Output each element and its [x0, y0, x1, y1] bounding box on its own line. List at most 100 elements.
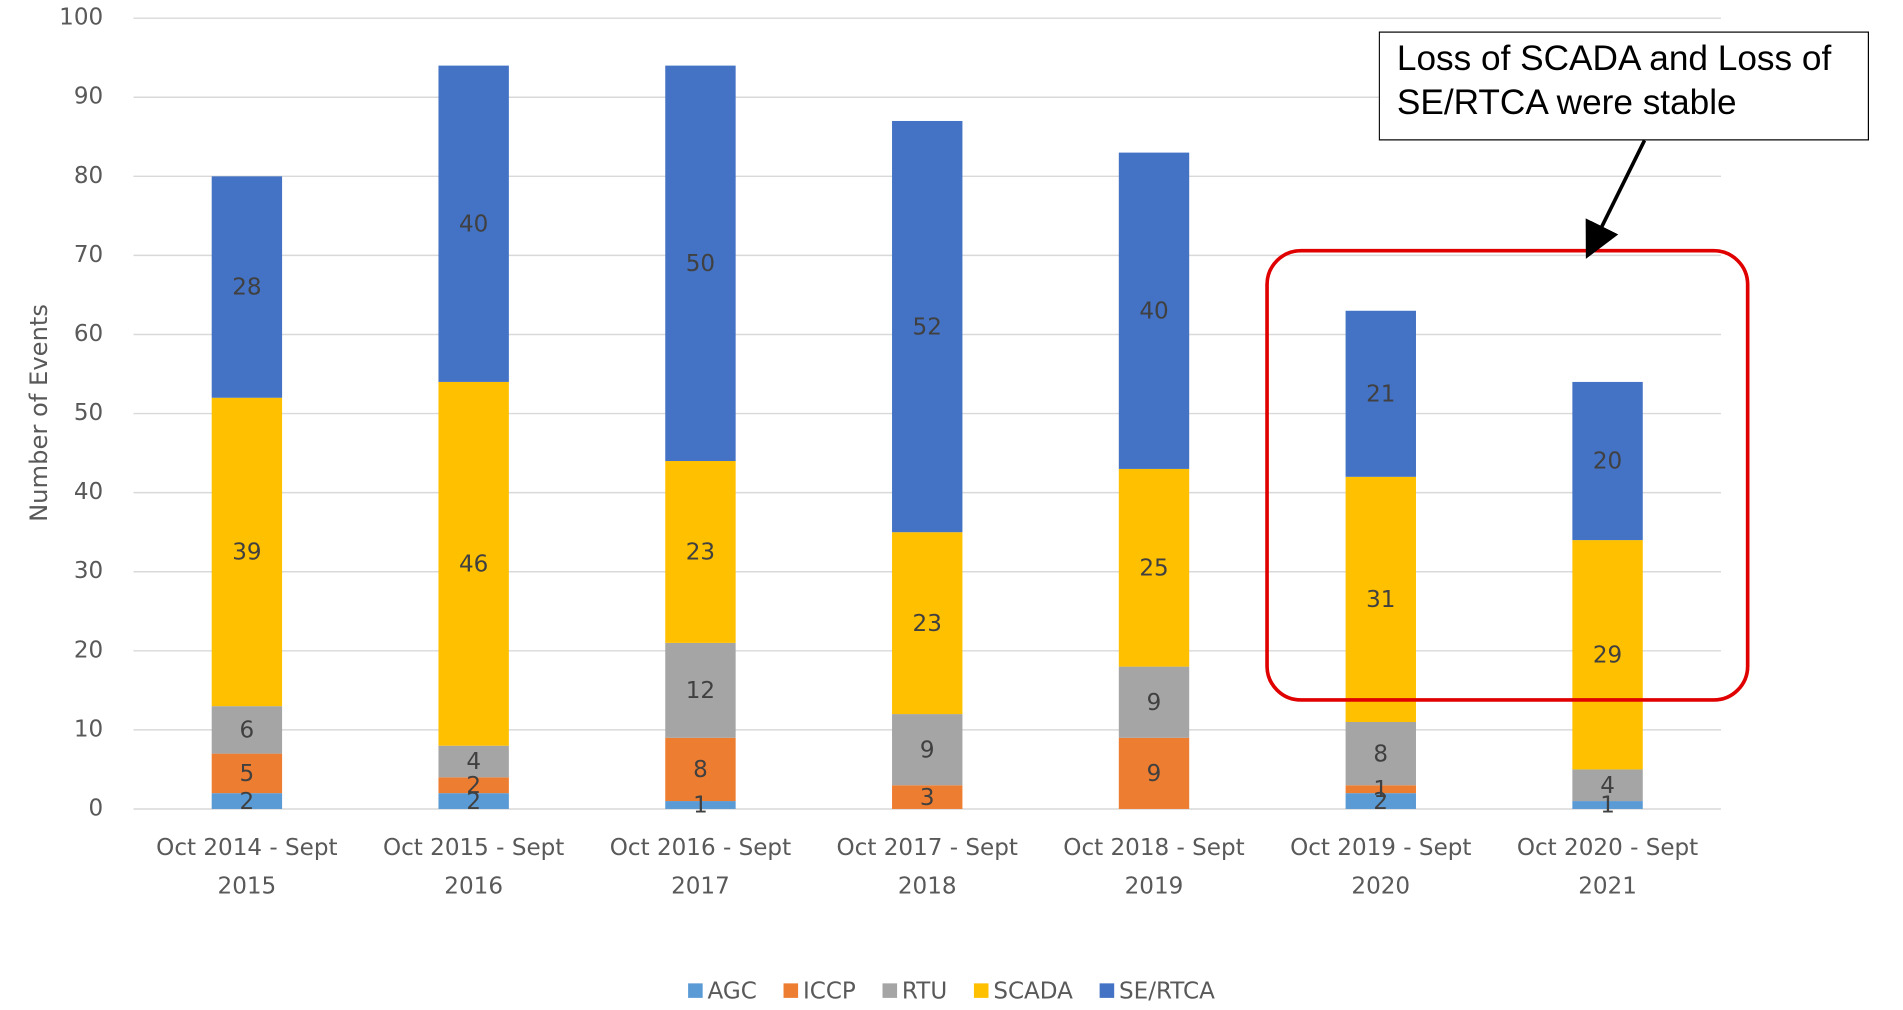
data-label: 6	[240, 718, 255, 744]
data-label: 12	[686, 678, 715, 704]
bar-segment	[211, 793, 283, 809]
bar-segment	[1572, 381, 1643, 541]
x-tick-label-box: Oct 2015 - Sept 2016	[382, 834, 565, 900]
x-tick-label-box: Oct 2019 - Sept 2020	[1290, 834, 1472, 900]
bar-segment	[665, 461, 736, 643]
legend-swatch	[1099, 983, 1115, 998]
bar-segment	[438, 777, 509, 794]
data-label: 40	[459, 211, 488, 237]
data-label: 29	[1593, 642, 1622, 668]
legend-label: ICCP	[803, 978, 856, 1004]
x-tick-label-box: Oct 2020 - Sept 2021	[1517, 834, 1698, 899]
y-tick-label: 10	[74, 716, 103, 742]
annotation-arrow	[1585, 139, 1647, 259]
bar-segment	[665, 642, 736, 738]
data-label: 2	[1373, 789, 1388, 815]
bars	[211, 65, 1643, 809]
y-tick-label: 80	[74, 163, 103, 189]
data-label: 23	[686, 540, 715, 566]
bar-segment	[438, 793, 509, 809]
legend-label: SCADA	[993, 978, 1073, 1004]
x-tick-label-box: Oct 2014 - Sept 2015	[156, 834, 338, 900]
data-label: 21	[1366, 382, 1395, 408]
bar-segment	[1572, 769, 1643, 802]
bar-segment	[211, 753, 283, 794]
x-tick-label: Oct 2017 - Sept 2018	[836, 834, 1018, 900]
legend-swatch	[783, 983, 799, 998]
data-label: 2	[466, 773, 481, 799]
bar-segment	[438, 65, 509, 382]
y-tick-label: 40	[74, 479, 103, 505]
annotation: Loss of SCADA and Loss of SE/RTCA were s…	[1378, 31, 1870, 141]
bar-segment	[438, 381, 509, 746]
bar-segment	[665, 801, 736, 809]
legend-label: AGC	[708, 978, 757, 1004]
data-label: 3	[920, 785, 935, 811]
legend-label: SE/RTCA	[1119, 978, 1215, 1004]
bar-segment	[1572, 801, 1643, 809]
y-tick-label: 70	[74, 242, 103, 268]
bar-segment	[1345, 310, 1416, 477]
data-label: 1	[693, 793, 708, 819]
bar-segment	[892, 120, 963, 533]
bar-segment	[211, 176, 283, 398]
y-tick-label: 50	[74, 400, 103, 426]
legend-label: RTU	[902, 978, 947, 1004]
data-label: 31	[1366, 587, 1395, 613]
bar-segment	[1118, 666, 1190, 738]
x-tick-label: Oct 2014 - Sept 2015	[156, 834, 338, 900]
bar-segment	[665, 65, 736, 462]
data-label: 9	[1147, 690, 1162, 716]
x-tick-label: Oct 2015 - Sept 2016	[382, 834, 565, 900]
data-label: 1	[1373, 777, 1388, 803]
data-label: 8	[1373, 741, 1388, 767]
data-label: 46	[459, 552, 488, 578]
bar-segment	[438, 745, 509, 778]
legend: AGC ICCP RTU SCADA SE/RTCA	[688, 978, 1215, 1004]
data-label: 4	[1600, 773, 1615, 799]
bar-segment	[1118, 737, 1190, 809]
y-axis-title: Number of Events	[24, 304, 53, 522]
y-tick-label: 90	[74, 84, 103, 110]
data-label: 2	[240, 789, 255, 815]
bar-segment	[1345, 793, 1416, 809]
legend-swatch	[882, 983, 898, 998]
bar-segment	[1118, 468, 1190, 667]
y-tick-label: 100	[59, 5, 103, 31]
data-label: 39	[232, 540, 261, 566]
data-label: 1	[1600, 793, 1615, 819]
bar-segment	[892, 714, 963, 786]
bar-segment	[1345, 785, 1416, 794]
data-label: 40	[1139, 298, 1168, 324]
bar-segment	[892, 785, 963, 809]
x-tick-label: Oct 2019 - Sept 2020	[1290, 834, 1472, 900]
y-tick-label: 60	[74, 321, 103, 347]
data-label: 23	[913, 611, 942, 637]
data-label: 52	[913, 314, 942, 340]
x-tick-label-box: Oct 2016 - Sept 2017	[610, 834, 791, 899]
x-tick-label: Oct 2018 - Sept 2019	[1063, 834, 1245, 900]
bar-segment	[1345, 721, 1416, 786]
legend-swatch	[688, 983, 703, 998]
y-tick-label: 0	[88, 795, 103, 821]
y-tick-label: 30	[74, 558, 103, 584]
annotation-box: Loss of SCADA and Loss of SE/RTCA were s…	[1378, 31, 1870, 141]
data-label: 28	[232, 275, 261, 301]
y-tick-label: 20	[74, 637, 103, 663]
data-label: 20	[1593, 449, 1622, 475]
data-label: 9	[1147, 761, 1162, 787]
data-labels: 2563928224464018122350392352992540218312…	[232, 211, 1622, 818]
data-label: 50	[686, 251, 715, 277]
bar-segment	[1118, 152, 1190, 469]
legend-swatch	[973, 983, 989, 998]
bar-segment	[1572, 540, 1643, 770]
bar-segment	[1345, 476, 1416, 722]
bar-segment	[211, 706, 283, 754]
data-label: 9	[920, 737, 935, 763]
data-label: 5	[240, 761, 255, 787]
data-label: 25	[1139, 555, 1168, 581]
bar-segment	[665, 737, 736, 802]
data-label: 2	[466, 789, 481, 815]
